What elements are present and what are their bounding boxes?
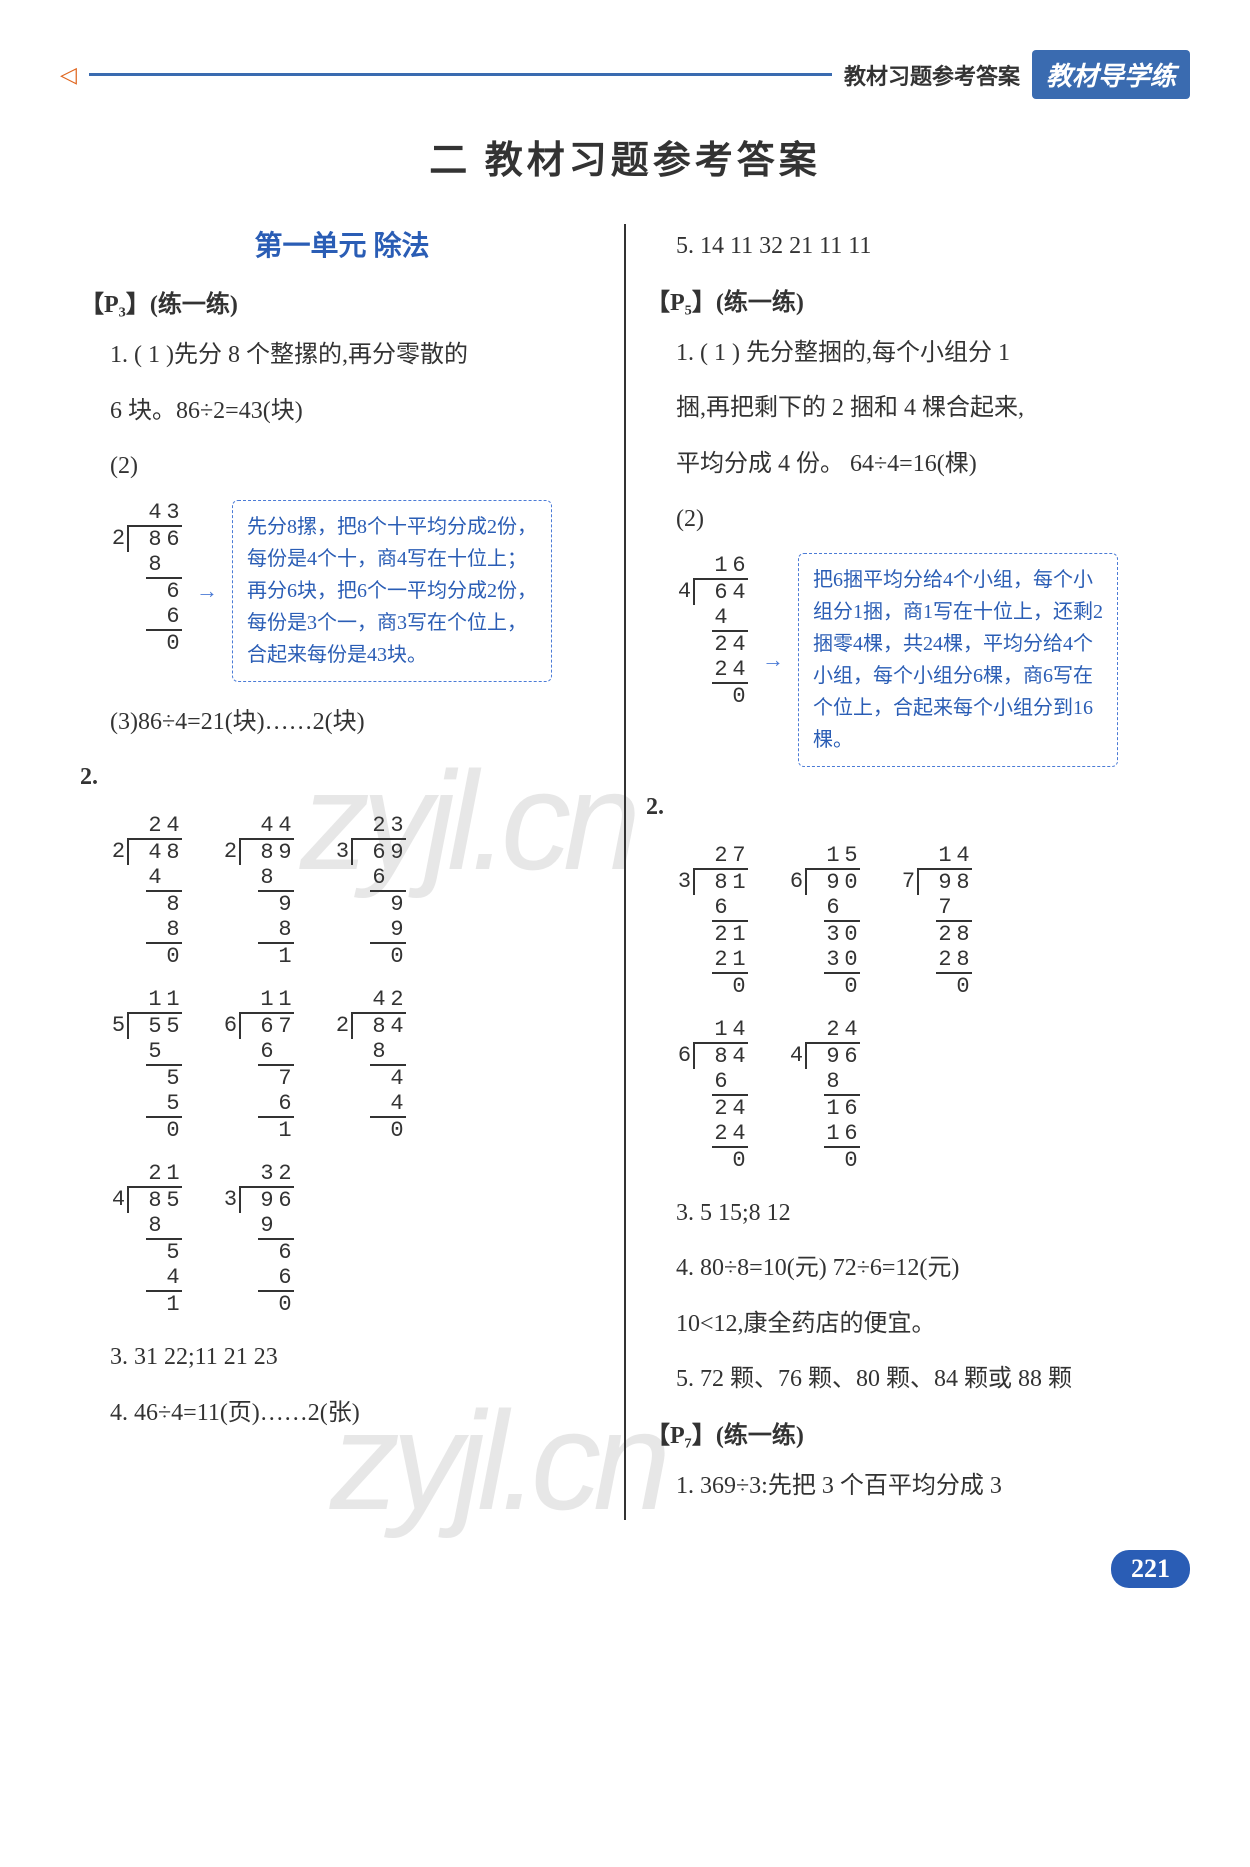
- longdiv-48-2: 24 248 4 8 8 0: [110, 813, 182, 969]
- unit-title: 第一单元 除法: [80, 224, 604, 264]
- longdiv-96-4: 24 496 8 16 16 0: [788, 1017, 860, 1173]
- p5-q4b: 10<12,康全药店的便宜。: [646, 1302, 1170, 1348]
- longdiv-64-4: 16 464 4 24 24 0: [676, 553, 748, 709]
- triangle-icon: ◁: [60, 62, 77, 88]
- page-number-container: 221: [60, 1550, 1190, 1588]
- p5-q5b: 5. 72 颗、76 颗、80 颗、84 颗或 88 颗: [646, 1357, 1170, 1403]
- longdiv-86-2: 43 286 8 6 6 0: [110, 500, 182, 656]
- q3-left: 3. 31 22;11 21 23: [80, 1335, 604, 1381]
- header-badge: 教材导学练: [1032, 50, 1190, 99]
- q2-row2: 11 555 5 5 5 0 11 667 6 7 6 1 42 284 8 4…: [110, 987, 604, 1143]
- q1-part2: (2): [80, 444, 604, 490]
- longdiv-55-5: 11 555 5 5 5 0: [110, 987, 182, 1143]
- section-p7: 【P₇】(练一练): [646, 1415, 1170, 1450]
- right-column: 5. 14 11 32 21 11 11 【P₅】(练一练) 1. ( 1 ) …: [626, 224, 1190, 1520]
- content-columns: 第一单元 除法 【P₃】(练一练) 1. ( 1 )先分 8 个整摞的,再分零散…: [60, 224, 1190, 1520]
- page-title: 二 教材习题参考答案: [60, 129, 1190, 184]
- section-p5: 【P₅】(练一练): [646, 282, 1170, 317]
- left-column: 第一单元 除法 【P₃】(练一练) 1. ( 1 )先分 8 个整摞的,再分零散…: [60, 224, 624, 1520]
- q1-part3: (3)86÷4=21(块)……2(块): [80, 700, 604, 746]
- p5-q2-row2: 14 684 6 24 24 0 24 496 8 16 16 0: [676, 1017, 1170, 1173]
- division-with-callout-1: 43 286 8 6 6 0 → 先分8摞，把8个十平均分成2份，每份是4个十，…: [110, 500, 604, 682]
- p5-q1-1b: 捆,再把剩下的 2 捆和 4 棵合起来,: [646, 386, 1170, 432]
- longdiv-98-7: 14 798 7 28 28 0: [900, 843, 972, 999]
- division-with-callout-2: 16 464 4 24 24 0 → 把6捆平均分给4个小组，每个小组分1捆，商…: [676, 553, 1170, 767]
- p5-q3: 3. 5 15;8 12: [646, 1191, 1170, 1237]
- p5-q1-2: (2): [646, 497, 1170, 543]
- p5-q2-row1: 27 381 6 21 21 0 15 690 6 30 30 0 14 798…: [676, 843, 1170, 999]
- q4-left: 4. 46÷4=11(页)……2(张): [80, 1391, 604, 1437]
- p5-q1-1c: 平均分成 4 份。 64÷4=16(棵): [646, 442, 1170, 488]
- p5-q2-num: 2.: [646, 794, 664, 820]
- header-bar: ◁ 教材习题参考答案 教材导学练: [60, 50, 1190, 99]
- p5-q2-label: 2.: [646, 785, 1170, 831]
- longdiv-90-6: 15 690 6 30 30 0: [788, 843, 860, 999]
- p7-q1: 1. 369÷3:先把 3 个百平均分成 3: [646, 1464, 1170, 1510]
- q2-num: 2.: [80, 764, 98, 790]
- q2-row3: 21 485 8 5 4 1 32 396 9 6 6 0: [110, 1161, 604, 1317]
- arrow-icon: →: [762, 647, 784, 673]
- p5-q1-1: 1. ( 1 ) 先分整捆的,每个小组分 1: [646, 331, 1170, 377]
- longdiv-69-3: 23 369 6 9 9 0: [334, 813, 406, 969]
- p5-q4a: 4. 80÷8=10(元) 72÷6=12(元): [646, 1246, 1170, 1292]
- q2-row1: 24 248 4 8 8 0 44 289 8 9 8 1 23 369 6 9…: [110, 813, 604, 969]
- callout-1: 先分8摞，把8个十平均分成2份，每份是4个十，商4写在十位上；再分6块，把6个一…: [232, 500, 552, 682]
- longdiv-81-3: 27 381 6 21 21 0: [676, 843, 748, 999]
- q1-part1b: 6 块。86÷2=43(块): [80, 389, 604, 435]
- q5-right-top: 5. 14 11 32 21 11 11: [646, 224, 1170, 270]
- longdiv-96-3: 32 396 9 6 6 0: [222, 1161, 294, 1317]
- longdiv-89-2: 44 289 8 9 8 1: [222, 813, 294, 969]
- page-number: 221: [1111, 1550, 1190, 1588]
- q1-part1: 1. ( 1 )先分 8 个整摞的,再分零散的: [80, 333, 604, 379]
- header-subtitle: 教材习题参考答案: [844, 59, 1020, 91]
- longdiv-84-2: 42 284 8 4 4 0: [334, 987, 406, 1143]
- arrow-icon: →: [196, 578, 218, 604]
- section-p3: 【P₃】(练一练): [80, 284, 604, 319]
- longdiv-84-6: 14 684 6 24 24 0: [676, 1017, 748, 1173]
- longdiv-85-4: 21 485 8 5 4 1: [110, 1161, 182, 1317]
- q2-label: 2.: [80, 755, 604, 801]
- longdiv-67-6: 11 667 6 7 6 1: [222, 987, 294, 1143]
- header-line: [89, 73, 832, 76]
- callout-2: 把6捆平均分给4个小组，每个小组分1捆，商1写在十位上，还剩2捆零4棵，共24棵…: [798, 553, 1118, 767]
